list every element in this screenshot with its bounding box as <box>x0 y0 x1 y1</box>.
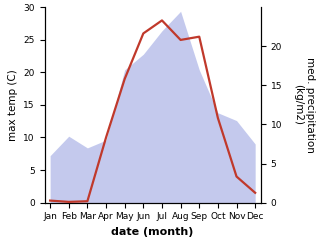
X-axis label: date (month): date (month) <box>111 227 194 237</box>
Y-axis label: med. precipitation
(kg/m2): med. precipitation (kg/m2) <box>293 57 315 153</box>
Y-axis label: max temp (C): max temp (C) <box>8 69 18 141</box>
